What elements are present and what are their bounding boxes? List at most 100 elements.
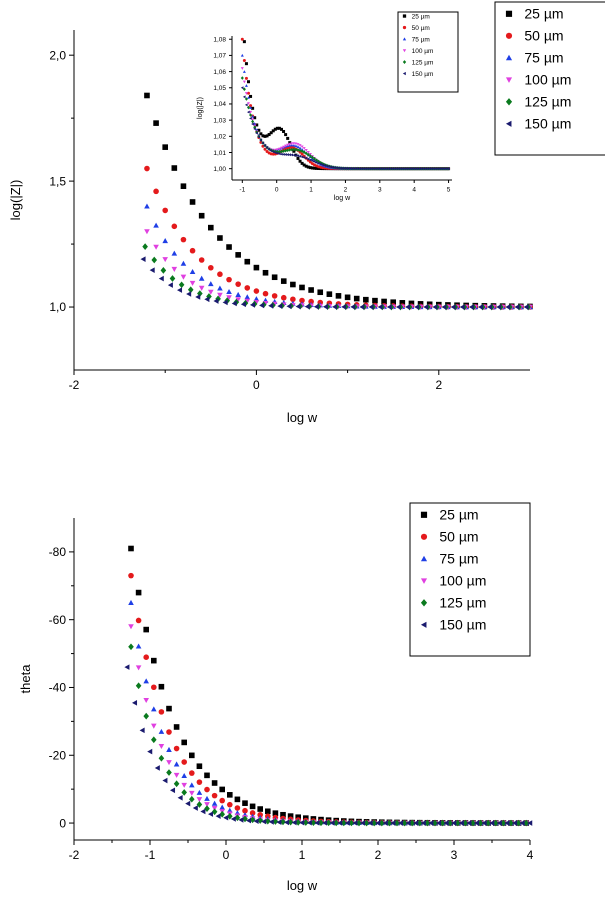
legend-label: 25 µm (439, 507, 478, 523)
data-point (372, 167, 376, 171)
data-point (265, 149, 269, 153)
data-point (151, 657, 157, 664)
data-point (217, 285, 223, 291)
data-point (135, 665, 142, 671)
data-point (390, 299, 396, 306)
data-point (247, 91, 250, 95)
data-point (335, 293, 342, 299)
data-point (332, 304, 338, 310)
data-point (294, 147, 298, 152)
data-point (477, 819, 484, 827)
data-point (379, 167, 382, 171)
data-point (244, 103, 248, 107)
legend-marker (420, 533, 428, 540)
data-point (450, 304, 456, 310)
data-point (295, 814, 301, 821)
data-point (496, 304, 502, 310)
x-tick-label: 0 (275, 187, 279, 194)
data-point (139, 727, 145, 734)
data-point (290, 147, 294, 152)
data-point (151, 706, 157, 712)
data-point (310, 819, 317, 826)
data-point (313, 160, 316, 164)
data-point (344, 820, 350, 826)
legend: 25 µm 50 µm 75 µm 100 µm 125 µm 150 µm (494, 1, 605, 156)
data-point (292, 143, 296, 147)
data-point (426, 167, 430, 171)
data-point (208, 811, 214, 817)
data-point (153, 120, 159, 126)
data-point (459, 304, 465, 310)
data-point (292, 153, 296, 157)
data-point (255, 131, 258, 135)
data-point (206, 293, 212, 300)
data-point (322, 303, 328, 310)
data-point (306, 165, 310, 169)
data-point (196, 789, 203, 795)
data-point (166, 729, 172, 735)
data-point (244, 285, 251, 291)
data-point (189, 782, 195, 788)
legend-label: 100 µm (412, 48, 434, 55)
data-point (242, 59, 246, 63)
data-point (222, 299, 228, 306)
legend-label: 75 µm (412, 36, 430, 43)
data-point (364, 167, 368, 171)
data-point (306, 819, 312, 826)
data-point (181, 759, 187, 765)
data-point (253, 125, 257, 130)
data-point (249, 302, 255, 308)
data-point (343, 166, 347, 170)
data-point (286, 303, 292, 310)
data-point (181, 789, 187, 796)
data-point (413, 820, 419, 826)
data-point (401, 167, 405, 171)
data-point (226, 295, 232, 301)
data-point (447, 167, 450, 171)
data-point (527, 820, 533, 826)
data-point (504, 820, 510, 826)
legend: 25 µm 50 µm 75 µm 100 µm 125 µm 150 µm (409, 502, 531, 657)
data-point (368, 167, 372, 171)
data-point (317, 289, 324, 296)
data-point (273, 149, 277, 154)
data-point (244, 62, 248, 66)
data-point (346, 166, 349, 170)
data-point (382, 820, 388, 826)
data-point (303, 819, 309, 826)
legend: 25 µm 50 µm 75 µm 100 µm 125 µm 150 µm (397, 11, 459, 93)
data-point (196, 779, 203, 785)
data-point (249, 110, 253, 114)
data-point (149, 267, 155, 273)
data-point (200, 808, 206, 815)
legend-marker (402, 37, 407, 41)
data-point (268, 819, 274, 825)
data-point (313, 157, 316, 161)
data-point (294, 153, 298, 157)
data-point (405, 167, 409, 171)
data-point (251, 114, 255, 118)
data-point (302, 150, 306, 155)
data-point (387, 167, 390, 171)
data-point (300, 145, 304, 149)
data-point (299, 819, 305, 826)
data-point (169, 275, 176, 282)
data-point (144, 165, 150, 172)
y-axis-label: theta (18, 664, 33, 694)
data-point (181, 773, 187, 779)
data-point (128, 643, 134, 651)
legend-marker (402, 25, 407, 30)
data-point (487, 304, 493, 310)
data-point (227, 801, 233, 808)
data-point (189, 247, 196, 254)
data-point (253, 122, 257, 125)
data-point (371, 819, 377, 827)
data-point (512, 820, 518, 826)
data-point (147, 748, 153, 755)
data-point (341, 304, 347, 310)
data-point (398, 820, 404, 826)
data-point (265, 817, 271, 825)
data-point (439, 819, 446, 827)
data-point (185, 800, 191, 807)
data-point (362, 167, 366, 171)
